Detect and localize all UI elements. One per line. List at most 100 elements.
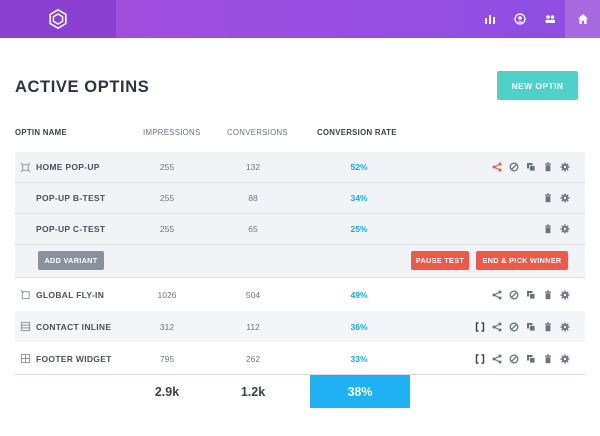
disable-button[interactable]: [509, 290, 519, 300]
settings-button[interactable]: [560, 354, 570, 364]
duplicate-icon: [527, 163, 536, 172]
add-variant-button[interactable]: ADD VARIANT: [38, 251, 104, 270]
settings-button[interactable]: [560, 193, 570, 203]
split-test-icon: [492, 162, 502, 172]
gear-icon: [560, 354, 570, 363]
trash-icon: [545, 322, 551, 331]
disable-icon: [509, 162, 519, 172]
split-test-button[interactable]: [492, 290, 502, 300]
split-test-button[interactable]: [492, 322, 502, 332]
split-test-icon: [492, 290, 502, 299]
duplicate-icon: [527, 322, 536, 331]
duplicate-button[interactable]: [526, 322, 536, 332]
settings-button[interactable]: [560, 322, 570, 332]
trash-icon: [545, 193, 551, 203]
conversion-rate-value: 33%: [350, 353, 368, 364]
disable-icon: [509, 354, 519, 363]
column-header-rate[interactable]: CONVERSION RATE: [317, 128, 397, 137]
delete-button[interactable]: [543, 162, 553, 172]
delete-button[interactable]: [543, 354, 553, 364]
gear-icon: [560, 162, 570, 172]
conversion-rate-value: 36%: [350, 321, 368, 332]
account-nav-button[interactable]: [505, 0, 535, 38]
disable-button[interactable]: [509, 162, 519, 172]
table-row[interactable]: POP-UP C-TEST 255 65 25%: [15, 214, 585, 245]
table-row[interactable]: FOOTER WIDGET 795 262 33%: [15, 343, 585, 374]
gear-icon: [560, 290, 570, 299]
row-actions: [492, 279, 570, 310]
delete-button[interactable]: [543, 322, 553, 332]
page-title: ACTIVE OPTINS: [15, 78, 150, 96]
widget-icon: [20, 353, 31, 364]
impressions-value: 255: [159, 224, 175, 234]
split-test-icon: [492, 322, 502, 331]
duplicate-icon: [527, 290, 536, 299]
new-optin-button[interactable]: NEW OPTIN: [497, 71, 578, 100]
impressions-value: 795: [159, 353, 175, 364]
delete-button[interactable]: [543, 290, 553, 300]
conversion-rate-value: 34%: [350, 193, 368, 203]
delete-button[interactable]: [543, 224, 553, 234]
users-nav-button[interactable]: [535, 0, 565, 38]
stats-nav-button[interactable]: [475, 0, 505, 38]
split-test-button[interactable]: [492, 354, 502, 364]
variant-action-bar: ADD VARIANT PAUSE TEST END & PICK WINNER: [15, 245, 585, 278]
conversion-rate-value: 25%: [350, 224, 368, 234]
optin-name[interactable]: GLOBAL FLY-IN: [36, 289, 105, 300]
optin-name[interactable]: HOME POP-UP: [36, 162, 100, 172]
optin-name[interactable]: CONTACT INLINE: [36, 321, 112, 332]
shortcode-button[interactable]: [475, 353, 485, 364]
disable-button[interactable]: [509, 322, 519, 332]
disable-icon: [509, 290, 519, 299]
gear-icon: [560, 193, 570, 203]
table-row[interactable]: POP-UP B-TEST 255 88 34%: [15, 183, 585, 214]
conversions-value: 132: [245, 162, 261, 172]
trash-icon: [545, 290, 551, 299]
optin-name[interactable]: FOOTER WIDGET: [36, 353, 112, 364]
optin-name[interactable]: POP-UP B-TEST: [36, 193, 106, 203]
logo[interactable]: [0, 0, 116, 38]
brand-logo-icon: [49, 8, 67, 30]
conversions-value: 112: [246, 321, 260, 332]
column-header-impressions[interactable]: IMPRESSIONS: [143, 128, 201, 137]
column-header-conversions[interactable]: CONVERSIONS: [227, 128, 288, 137]
table-row[interactable]: CONTACT INLINE 312 112 36%: [15, 311, 585, 342]
disable-icon: [509, 322, 519, 331]
total-conversions: 1.2k: [240, 385, 266, 399]
settings-button[interactable]: [560, 224, 570, 234]
popup-icon: [20, 162, 31, 173]
duplicate-button[interactable]: [526, 354, 536, 364]
duplicate-button[interactable]: [526, 162, 536, 172]
trash-icon: [545, 354, 551, 363]
duplicate-icon: [527, 354, 536, 363]
total-impressions: 2.9k: [154, 385, 180, 399]
impressions-value: 255: [159, 193, 175, 203]
column-header-name[interactable]: OPTIN NAME: [15, 128, 67, 137]
row-actions: [475, 343, 570, 374]
total-conversion-rate: 38%: [310, 375, 410, 408]
disable-button[interactable]: [509, 354, 519, 364]
top-bar: [0, 0, 600, 38]
table-row[interactable]: GLOBAL FLY-IN 1026 504 49%: [15, 279, 585, 310]
totals-divider: [15, 374, 585, 375]
split-test-icon: [492, 354, 502, 363]
end-pick-winner-button[interactable]: END & PICK WINNER: [476, 251, 568, 270]
table-row[interactable]: HOME POP-UP 255 132 52%: [15, 152, 585, 183]
flyin-icon: [20, 289, 30, 300]
row-actions: [492, 152, 570, 182]
settings-button[interactable]: [560, 162, 570, 172]
user-circle-icon: [514, 13, 526, 25]
trash-icon: [545, 162, 551, 172]
inline-icon: [20, 321, 31, 332]
settings-button[interactable]: [560, 290, 570, 300]
split-test-button[interactable]: [492, 162, 502, 172]
optin-name[interactable]: POP-UP C-TEST: [36, 224, 106, 234]
duplicate-button[interactable]: [526, 290, 536, 300]
home-icon: [577, 14, 588, 24]
pause-test-button[interactable]: PAUSE TEST: [411, 251, 469, 270]
row-actions: [475, 311, 570, 342]
gear-icon: [560, 322, 570, 331]
home-nav-button[interactable]: [565, 0, 600, 38]
delete-button[interactable]: [543, 193, 553, 203]
shortcode-button[interactable]: [475, 321, 485, 332]
